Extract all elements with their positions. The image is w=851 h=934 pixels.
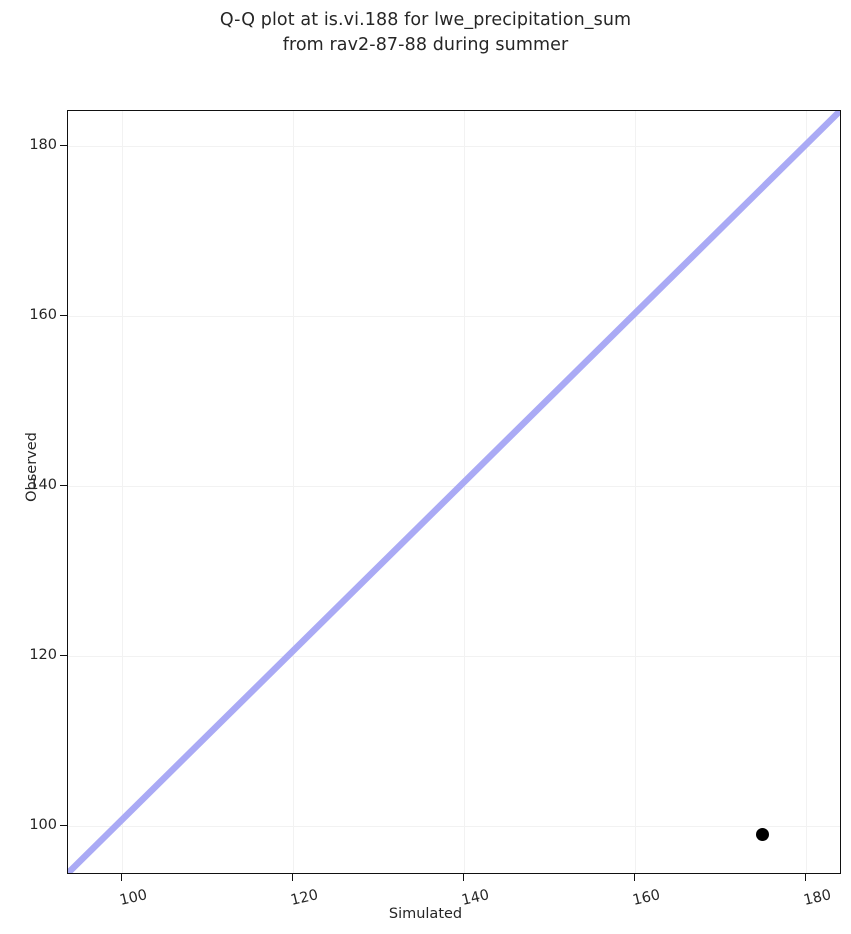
xtick-mark-120: [292, 874, 294, 881]
ytick-mark-140: [60, 485, 67, 487]
ytick-label-140: 140: [29, 477, 57, 493]
ytick-label-100: 100: [29, 817, 57, 833]
gridline-x-160: [635, 111, 637, 873]
ytick-label-120: 120: [29, 647, 57, 663]
ytick-mark-180: [60, 145, 67, 147]
gridline-x-100: [122, 111, 124, 873]
one-to-one-line: [68, 111, 840, 873]
chart-title: Q-Q plot at is.vi.188 for lwe_precipitat…: [0, 8, 851, 58]
ytick-mark-160: [60, 315, 67, 317]
xtick-mark-100: [121, 874, 123, 881]
gridline-y-160: [68, 316, 840, 318]
x-axis-label: Simulated: [388, 906, 463, 922]
plot-area: [67, 110, 841, 874]
gridline-x-140: [464, 111, 466, 873]
data-point: [755, 827, 769, 841]
chart-title-line-2: from rav2-87-88 during summer: [282, 35, 569, 55]
ytick-label-180: 180: [29, 137, 57, 153]
chart-title-line-1: Q-Q plot at is.vi.188 for lwe_precipitat…: [219, 10, 632, 30]
gridline-y-180: [68, 146, 840, 148]
xtick-mark-160: [634, 874, 636, 881]
gridline-y-100: [68, 826, 840, 828]
reference-line: [68, 111, 840, 873]
gridline-x-120: [293, 111, 295, 873]
gridline-y-140: [68, 486, 840, 488]
xtick-mark-140: [463, 874, 465, 881]
ytick-mark-120: [60, 655, 67, 657]
ytick-label-160: 160: [29, 307, 57, 323]
xtick-mark-180: [805, 874, 807, 881]
gridline-x-180: [806, 111, 808, 873]
ytick-mark-100: [60, 825, 67, 827]
gridline-y-120: [68, 656, 840, 658]
